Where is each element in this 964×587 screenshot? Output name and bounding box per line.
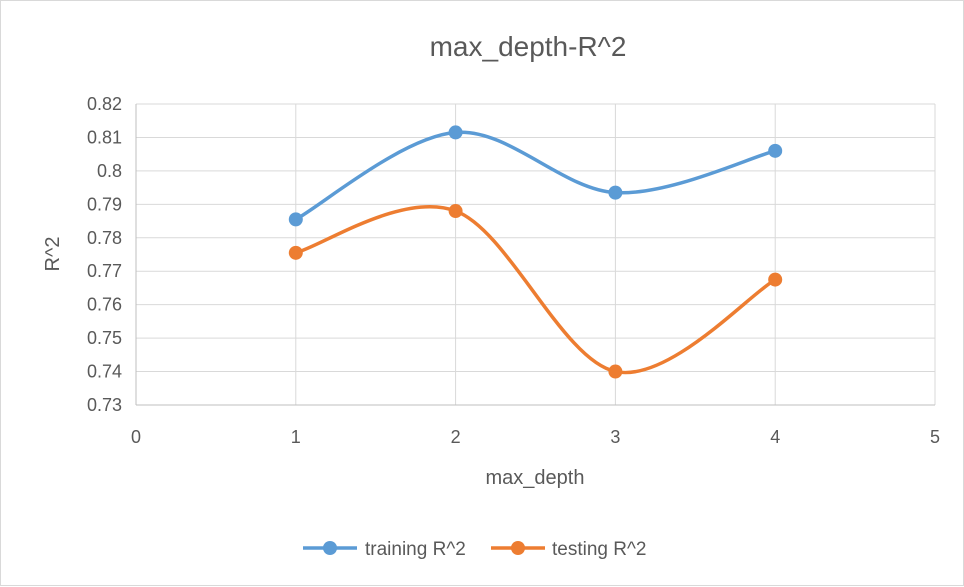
legend-item: testing R^2 xyxy=(491,539,646,560)
y-axis-label: R^2 xyxy=(42,237,64,272)
y-tick-label: 0.76 xyxy=(87,295,122,315)
y-tick-label: 0.82 xyxy=(87,94,122,114)
data-point xyxy=(768,272,783,287)
x-tick-label: 2 xyxy=(451,427,461,447)
data-point xyxy=(288,245,303,260)
y-tick-label: 0.75 xyxy=(87,328,122,348)
data-point xyxy=(768,143,783,158)
series-area xyxy=(288,125,783,379)
y-tick-label: 0.81 xyxy=(87,127,122,147)
axes: 0.73 0.74 0.75 0.76 0.77 0.78 0.79 0.8 0.81 0.82 0… xyxy=(87,94,940,447)
legend: training R^2 testing R^2 xyxy=(303,539,646,560)
series-line xyxy=(294,204,777,375)
x-tick-label: 1 xyxy=(291,427,301,447)
legend-marker xyxy=(511,541,525,555)
chart-title: max_depth-R^2 xyxy=(430,31,627,62)
legend-marker xyxy=(323,541,337,555)
y-tick-label: 0.78 xyxy=(87,228,122,248)
x-tick-label: 0 xyxy=(131,427,141,447)
y-tick-label: 0.8 xyxy=(97,161,122,181)
y-tick-label: 0.77 xyxy=(87,261,122,281)
series-line xyxy=(294,130,777,222)
data-point xyxy=(608,185,623,200)
legend-label: testing R^2 xyxy=(552,539,646,560)
legend-label: training R^2 xyxy=(365,539,466,560)
x-tick-label: 3 xyxy=(610,427,620,447)
y-tick-label: 0.73 xyxy=(87,395,122,415)
grid xyxy=(135,103,936,406)
series-training xyxy=(288,125,783,227)
data-point xyxy=(608,364,623,379)
x-axis-label: max_depth xyxy=(486,467,585,489)
x-tick-label: 4 xyxy=(770,427,780,447)
data-point xyxy=(288,212,303,227)
series-testing xyxy=(288,204,783,379)
x-tick-label: 5 xyxy=(930,427,940,447)
y-tick-label: 0.74 xyxy=(87,362,122,382)
y-tick-label: 0.79 xyxy=(87,194,122,214)
legend-item: training R^2 xyxy=(303,539,466,560)
data-point xyxy=(448,204,463,219)
data-point xyxy=(448,125,463,140)
